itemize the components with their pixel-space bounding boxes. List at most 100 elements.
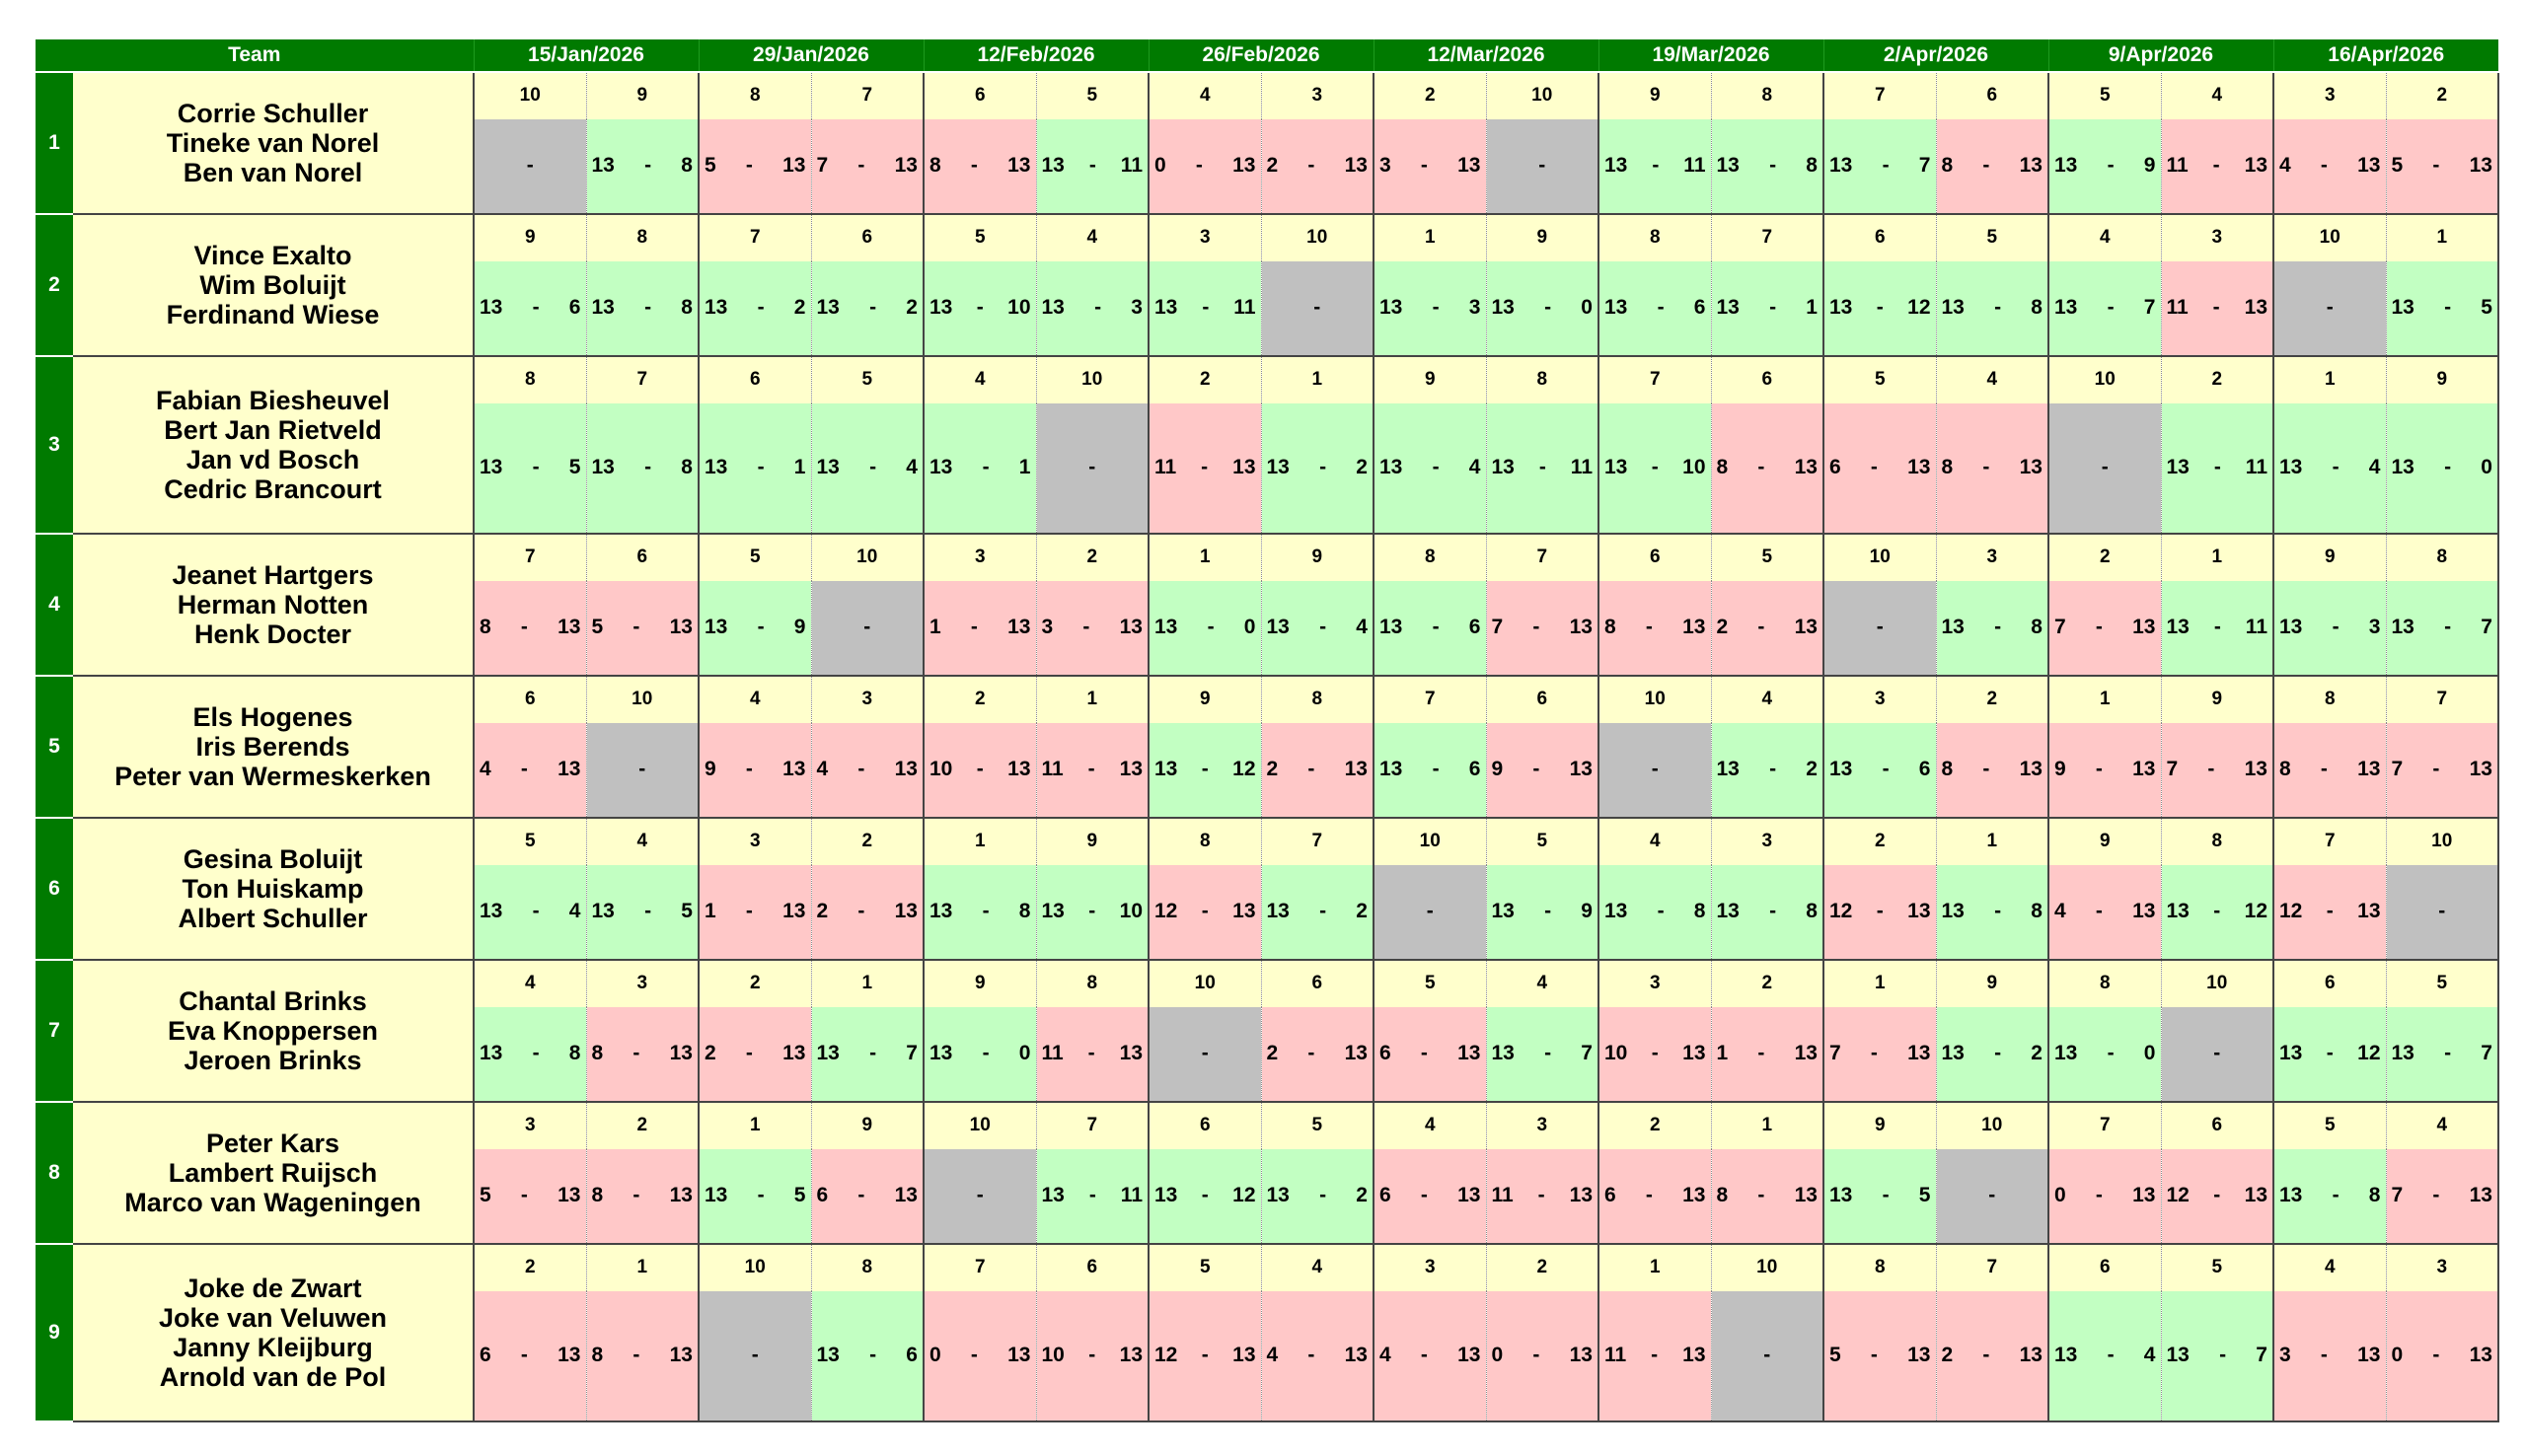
standings-table: Team 15/Jan/2026 29/Jan/2026 12/Feb/2026 26…: [36, 39, 2499, 1423]
opponent-number: 4: [1148, 72, 1261, 119]
score-opponent: 9: [2143, 154, 2156, 178]
opponent-number: 5: [1373, 959, 1486, 1007]
date-header: 19/Mar/2026: [1597, 39, 1823, 73]
opponent-number: 3: [810, 675, 924, 723]
score-cell: 2 - 13: [1260, 118, 1374, 216]
score-own: 4: [1266, 1344, 1279, 1367]
score-own: 13: [929, 456, 953, 479]
score-opponent: 13: [2357, 154, 2381, 178]
score-cell: 0 - 13: [1485, 1290, 1598, 1423]
score-cell: 9 - 13: [2047, 722, 2161, 820]
opponent-number: 8: [2047, 959, 2161, 1007]
score-opponent: 13: [1344, 1042, 1368, 1065]
score-cell: 13-12: [2160, 864, 2273, 962]
score-own: 13: [816, 296, 840, 320]
score-cell: 13 - 9: [698, 580, 811, 678]
score-dash: -: [632, 1042, 640, 1065]
opponent-number: 9: [1822, 1101, 1936, 1149]
score-cell: 13 - 4: [1260, 580, 1374, 678]
player-name: Tineke van Norel: [166, 128, 380, 158]
score-opponent: 11: [1120, 154, 1143, 178]
opponent-number: 9: [2160, 675, 2273, 723]
score-own: 13: [2391, 296, 2415, 320]
score-opponent: 13: [1907, 1344, 1931, 1367]
bye-dash: -: [1763, 1344, 1771, 1367]
score-own: 13: [1379, 616, 1403, 639]
score-dash: -: [1307, 758, 1315, 781]
score-opponent: 0: [1581, 296, 1593, 320]
score-opponent: 13: [2357, 1344, 2381, 1367]
score-opponent: 6: [1693, 296, 1706, 320]
score-dash: -: [1870, 1344, 1878, 1367]
score-opponent: 4: [906, 456, 918, 479]
score-dash: -: [976, 758, 984, 781]
score-opponent: 13: [1682, 1344, 1706, 1367]
team-players: Chantal Brinks Eva Knoppersen Jeroen Brink…: [73, 960, 475, 1103]
score-cell: 13 - 2: [1260, 1148, 1374, 1246]
opponent-number: 5: [2047, 72, 2161, 119]
score-opponent: 13: [557, 1344, 581, 1367]
score-dash: -: [982, 1042, 990, 1065]
score-cell: 8 - 13: [1597, 580, 1711, 678]
opponent-number: 6: [1260, 959, 1374, 1007]
score-own: 13: [480, 900, 503, 923]
score-dash: -: [1657, 296, 1665, 320]
opponent-number: 8: [585, 213, 699, 261]
score-dash: -: [1432, 456, 1440, 479]
score-own: 6: [1829, 456, 1841, 479]
score-dash: -: [1420, 1344, 1428, 1367]
opponent-number: 3: [1935, 533, 2048, 581]
score-opponent: 13: [1794, 616, 1818, 639]
opponent-number: 3: [2160, 213, 2273, 261]
score-opponent: 13: [1119, 616, 1143, 639]
score-cell: 12-13: [1148, 1290, 1261, 1423]
score-dash: -: [857, 900, 865, 923]
score-dash: -: [2095, 900, 2103, 923]
score-cell: 12-13: [2160, 1148, 2273, 1246]
opponent-number: 5: [1035, 72, 1149, 119]
score-dash: -: [970, 616, 978, 639]
score-own: 13: [591, 296, 615, 320]
team-row: 2 Vince Exalto Wim Boluijt Ferdinand Wiese 9…: [36, 213, 2499, 357]
score-opponent: 13: [2357, 758, 2381, 781]
opponent-number: 9: [585, 72, 699, 119]
score-own: 13: [2391, 616, 2415, 639]
score-opponent: 2: [2031, 1042, 2043, 1065]
score-own: 13: [1941, 616, 1965, 639]
opponent-number: 1: [2272, 355, 2386, 403]
score-cell: 12-13: [1148, 864, 1261, 962]
score-cell: 13 - 4: [2272, 402, 2386, 536]
score-cell: 5 - 13: [2385, 118, 2499, 216]
score-opponent: 8: [681, 296, 693, 320]
score-dash: -: [632, 1344, 640, 1367]
opponent-number: 9: [1260, 533, 1374, 581]
score-dash: -: [1651, 1344, 1659, 1367]
bye-cell: -: [1148, 1006, 1261, 1104]
score-dash: -: [970, 1344, 978, 1367]
score-own: 13: [1604, 900, 1628, 923]
team-players: Fabian Biesheuvel Bert Jan Rietveld Jan vd…: [73, 356, 475, 535]
score-dash: -: [1982, 456, 1990, 479]
bye-dash: -: [1313, 296, 1321, 320]
score-dash: -: [1307, 1344, 1315, 1367]
score-cell: 13 - 2: [1710, 722, 1823, 820]
score-dash: -: [745, 758, 753, 781]
score-cell: 13 - 4: [810, 402, 924, 536]
score-cell: 13 - 6: [1822, 722, 1936, 820]
score-opponent: 8: [2368, 1184, 2381, 1207]
score-own: 5: [591, 616, 604, 639]
score-own: 8: [591, 1184, 604, 1207]
score-cell: 10-13: [923, 722, 1036, 820]
score-cell: 10-13: [1035, 1290, 1149, 1423]
score-opponent: 1: [1806, 296, 1818, 320]
opponent-number: 4: [1373, 1101, 1486, 1149]
score-row: 6-13 8-13-13-6 0-13 10-13 12-13 4-13 4-13 0-13 1…: [36, 1290, 2499, 1423]
score-cell: 13 - 8: [2272, 1148, 2386, 1246]
score-dash: -: [2332, 456, 2340, 479]
score-own: 7: [1829, 1042, 1841, 1065]
score-opponent: 13: [1907, 1042, 1931, 1065]
opponent-number: 2: [1373, 72, 1486, 119]
score-dash: -: [1201, 900, 1209, 923]
team-number: 4: [36, 534, 73, 677]
score-dash: -: [1870, 456, 1878, 479]
